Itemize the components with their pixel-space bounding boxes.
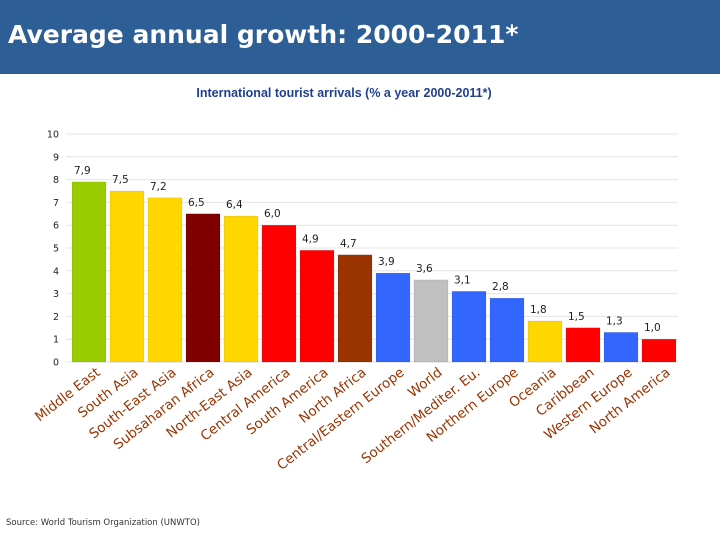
bar-value-label: 1,3 [606, 315, 623, 327]
slide-title: Average annual growth: 2000-2011* [8, 20, 519, 49]
chart-title: International tourist arrivals (% a year… [196, 86, 491, 100]
bar [109, 190, 145, 363]
bar [451, 291, 487, 363]
bar-value-label: 3,1 [454, 274, 471, 286]
source-note: Source: World Tourism Organization (UNWT… [6, 518, 200, 528]
y-tick-label: 8 [53, 175, 59, 186]
bar-value-label: 6,0 [264, 208, 281, 220]
bar-value-label: 6,4 [226, 199, 243, 211]
bar [185, 213, 221, 363]
y-tick-label: 6 [53, 221, 59, 232]
bar-value-label: 1,8 [530, 304, 547, 316]
bar [261, 224, 297, 363]
y-tick-label: 3 [53, 289, 59, 300]
y-tick-label: 7 [53, 198, 59, 209]
bar-value-label: 1,0 [644, 322, 661, 334]
bar-value-label: 3,9 [378, 256, 395, 268]
bar [641, 338, 677, 363]
bar [71, 181, 107, 363]
bar [147, 197, 183, 363]
bar-value-label: 4,7 [340, 238, 357, 250]
bar [413, 279, 449, 363]
bar [527, 320, 563, 363]
slide-header: Average annual growth: 2000-2011* [0, 0, 720, 74]
bar-value-label: 3,6 [416, 263, 433, 275]
bar-value-label: 2,8 [492, 281, 509, 293]
bar-value-label: 7,2 [150, 181, 167, 193]
y-tick-label: 9 [53, 152, 59, 163]
bar [299, 250, 335, 363]
bar [603, 332, 639, 363]
y-tick-label: 5 [53, 244, 59, 255]
bar [489, 297, 525, 363]
y-tick-label: 1 [53, 335, 59, 346]
bar [375, 272, 411, 363]
bar-chart: International tourist arrivals (% a year… [32, 86, 678, 474]
bar [565, 327, 601, 363]
bar [337, 254, 373, 363]
bar-value-label: 1,5 [568, 311, 585, 323]
bar [223, 215, 259, 363]
y-tick-label: 10 [47, 130, 59, 141]
y-tick-label: 2 [53, 312, 59, 323]
bar-value-label: 4,9 [302, 233, 319, 245]
bar-value-label: 7,5 [112, 174, 129, 186]
y-tick-label: 4 [53, 266, 59, 277]
y-tick-label: 0 [53, 358, 59, 369]
bar-value-label: 7,9 [74, 165, 91, 177]
bar-value-label: 6,5 [188, 197, 205, 209]
